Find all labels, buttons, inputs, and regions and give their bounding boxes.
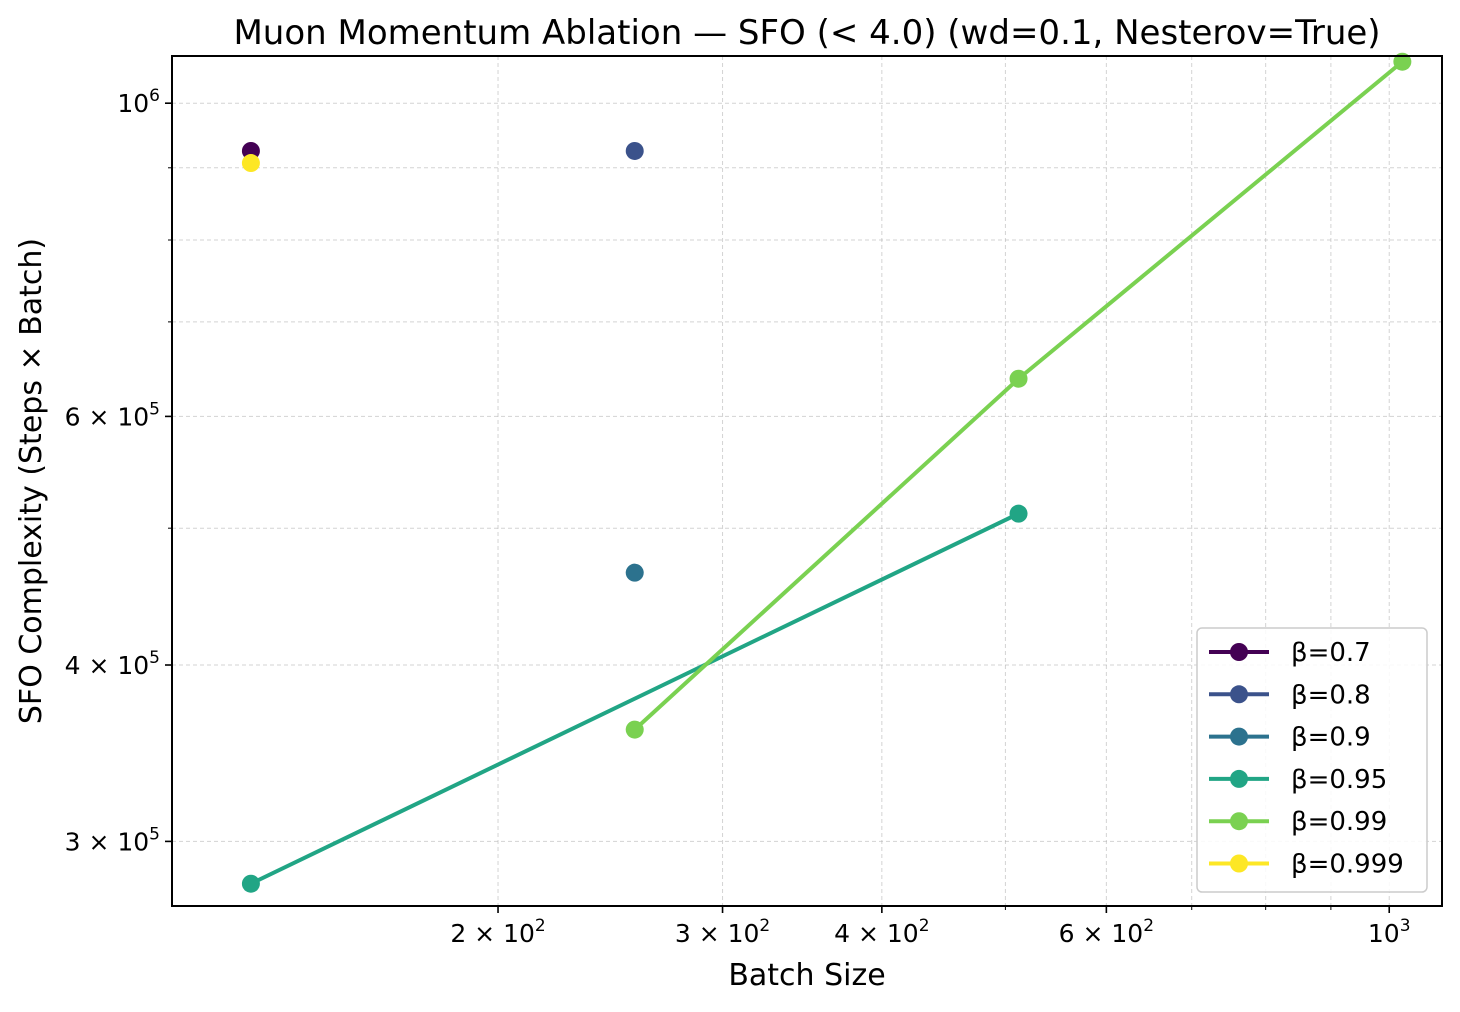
legend-label: β=0.7	[1291, 638, 1371, 668]
series-1	[625, 141, 644, 160]
legend-entry: β=0.7	[1209, 638, 1371, 668]
tick-layer: 2 × 102 3 × 102 4 × 102 6 × 102 103 3 × 105 4 …	[65, 86, 1411, 948]
series-2	[625, 563, 644, 582]
y-tick-label: 6 × 105	[65, 399, 160, 431]
legend-label: β=0.9	[1291, 723, 1371, 753]
legend-swatch-marker	[1230, 812, 1248, 831]
x-tick-label: 3 × 102	[675, 916, 770, 948]
legend-entry: β=0.95	[1209, 765, 1387, 795]
legend-swatch-marker	[1230, 769, 1248, 788]
legend-swatch-marker	[1230, 854, 1248, 873]
series-line	[248, 511, 1021, 886]
legend-entry: β=0.9	[1209, 723, 1371, 753]
x-tick-label: 2 × 102	[450, 916, 545, 948]
legend-entry: β=0.8	[1209, 680, 1371, 710]
x-axis-label: Batch Size	[728, 958, 885, 993]
series-layer	[241, 52, 1412, 893]
legend-label: β=0.99	[1291, 807, 1387, 837]
chart-title: Muon Momentum Ablation — SFO (< 4.0) (wd…	[233, 13, 1380, 53]
y-tick-label: 106	[117, 86, 160, 118]
x-tick-label: 103	[1368, 916, 1411, 948]
series-4	[625, 52, 1412, 739]
y-axis-label: SFO Complexity (Steps × Batch)	[14, 238, 49, 724]
series-3	[241, 504, 1028, 893]
legend-label: β=0.999	[1291, 850, 1404, 880]
legend-label: β=0.95	[1291, 765, 1387, 795]
data-point	[1009, 504, 1028, 523]
legend-entry: β=0.99	[1209, 807, 1387, 837]
series-5	[241, 154, 260, 173]
legend-swatch-marker	[1230, 643, 1248, 661]
y-tick-label: 3 × 105	[65, 824, 160, 856]
data-point	[625, 720, 644, 739]
y-tick-label: 4 × 105	[65, 648, 160, 680]
x-tick-label: 4 × 102	[834, 916, 929, 948]
legend-swatch-marker	[1230, 727, 1248, 746]
data-point	[625, 563, 644, 582]
data-point	[241, 154, 260, 173]
legend-items: β=0.7 β=0.8 β=0.9 β=0.95 β=0.99 β=0.999	[1209, 638, 1404, 880]
data-point	[1393, 52, 1412, 71]
data-point	[241, 874, 260, 893]
legend-swatch-marker	[1230, 685, 1248, 704]
data-point	[1009, 369, 1028, 388]
legend: β=0.7 β=0.8 β=0.9 β=0.95 β=0.99 β=0.999	[1196, 627, 1428, 893]
plot-frame	[171, 55, 1443, 907]
legend-entry: β=0.999	[1209, 850, 1404, 880]
data-point	[625, 141, 644, 160]
legend-label: β=0.8	[1291, 680, 1371, 710]
x-tick-label: 6 × 102	[1059, 916, 1154, 948]
